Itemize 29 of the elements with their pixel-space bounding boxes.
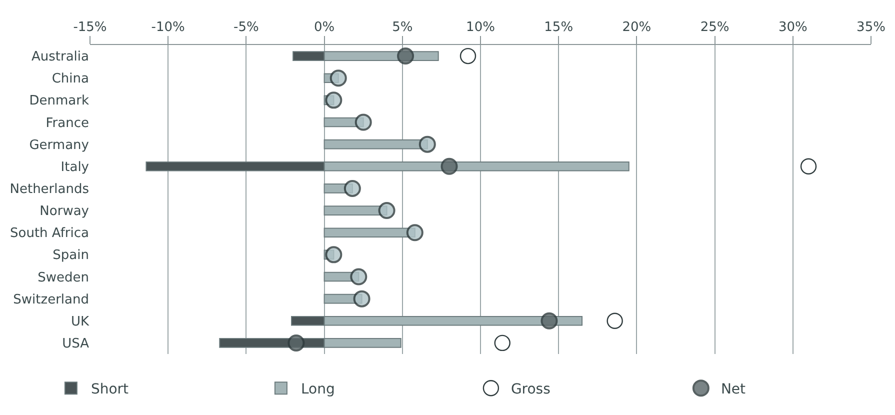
x-tick-label: -5% [234, 20, 259, 35]
x-tick-label: 10% [466, 20, 495, 35]
y-tick-label: Italy [60, 160, 90, 175]
y-tick-label: Denmark [29, 94, 90, 109]
legend-label: Short [90, 382, 130, 398]
x-tick-label: 25% [700, 20, 730, 35]
x-tick-label: 15% [544, 20, 574, 35]
y-tick-label: UK [70, 314, 90, 330]
legend-label: Long [300, 382, 335, 398]
y-tick-label: Germany [29, 138, 90, 153]
y-tick-label: Australia [31, 50, 89, 65]
x-tick-label: 5% [392, 20, 413, 35]
x-tick-label: 20% [622, 20, 652, 35]
legend-label: Gross [510, 382, 550, 398]
x-tick-label: 30% [778, 20, 808, 35]
y-tick-label: Spain [52, 248, 89, 264]
y-tick-label: Sweden [38, 270, 89, 286]
x-tick-label: -10% [151, 20, 185, 35]
y-tick-label: Netherlands [10, 182, 90, 198]
x-tick-label: -15% [73, 20, 107, 35]
y-tick-label: France [46, 116, 89, 131]
y-tick-label: USA [62, 336, 90, 352]
x-tick-label: 35% [856, 20, 886, 35]
legend-label: Net [720, 382, 746, 398]
y-tick-label: China [52, 72, 89, 87]
y-tick-label: Switzerland [13, 292, 89, 308]
x-tick-label: 0% [314, 20, 335, 35]
y-tick-label: South Africa [10, 226, 89, 242]
y-tick-label: Norway [40, 204, 90, 220]
